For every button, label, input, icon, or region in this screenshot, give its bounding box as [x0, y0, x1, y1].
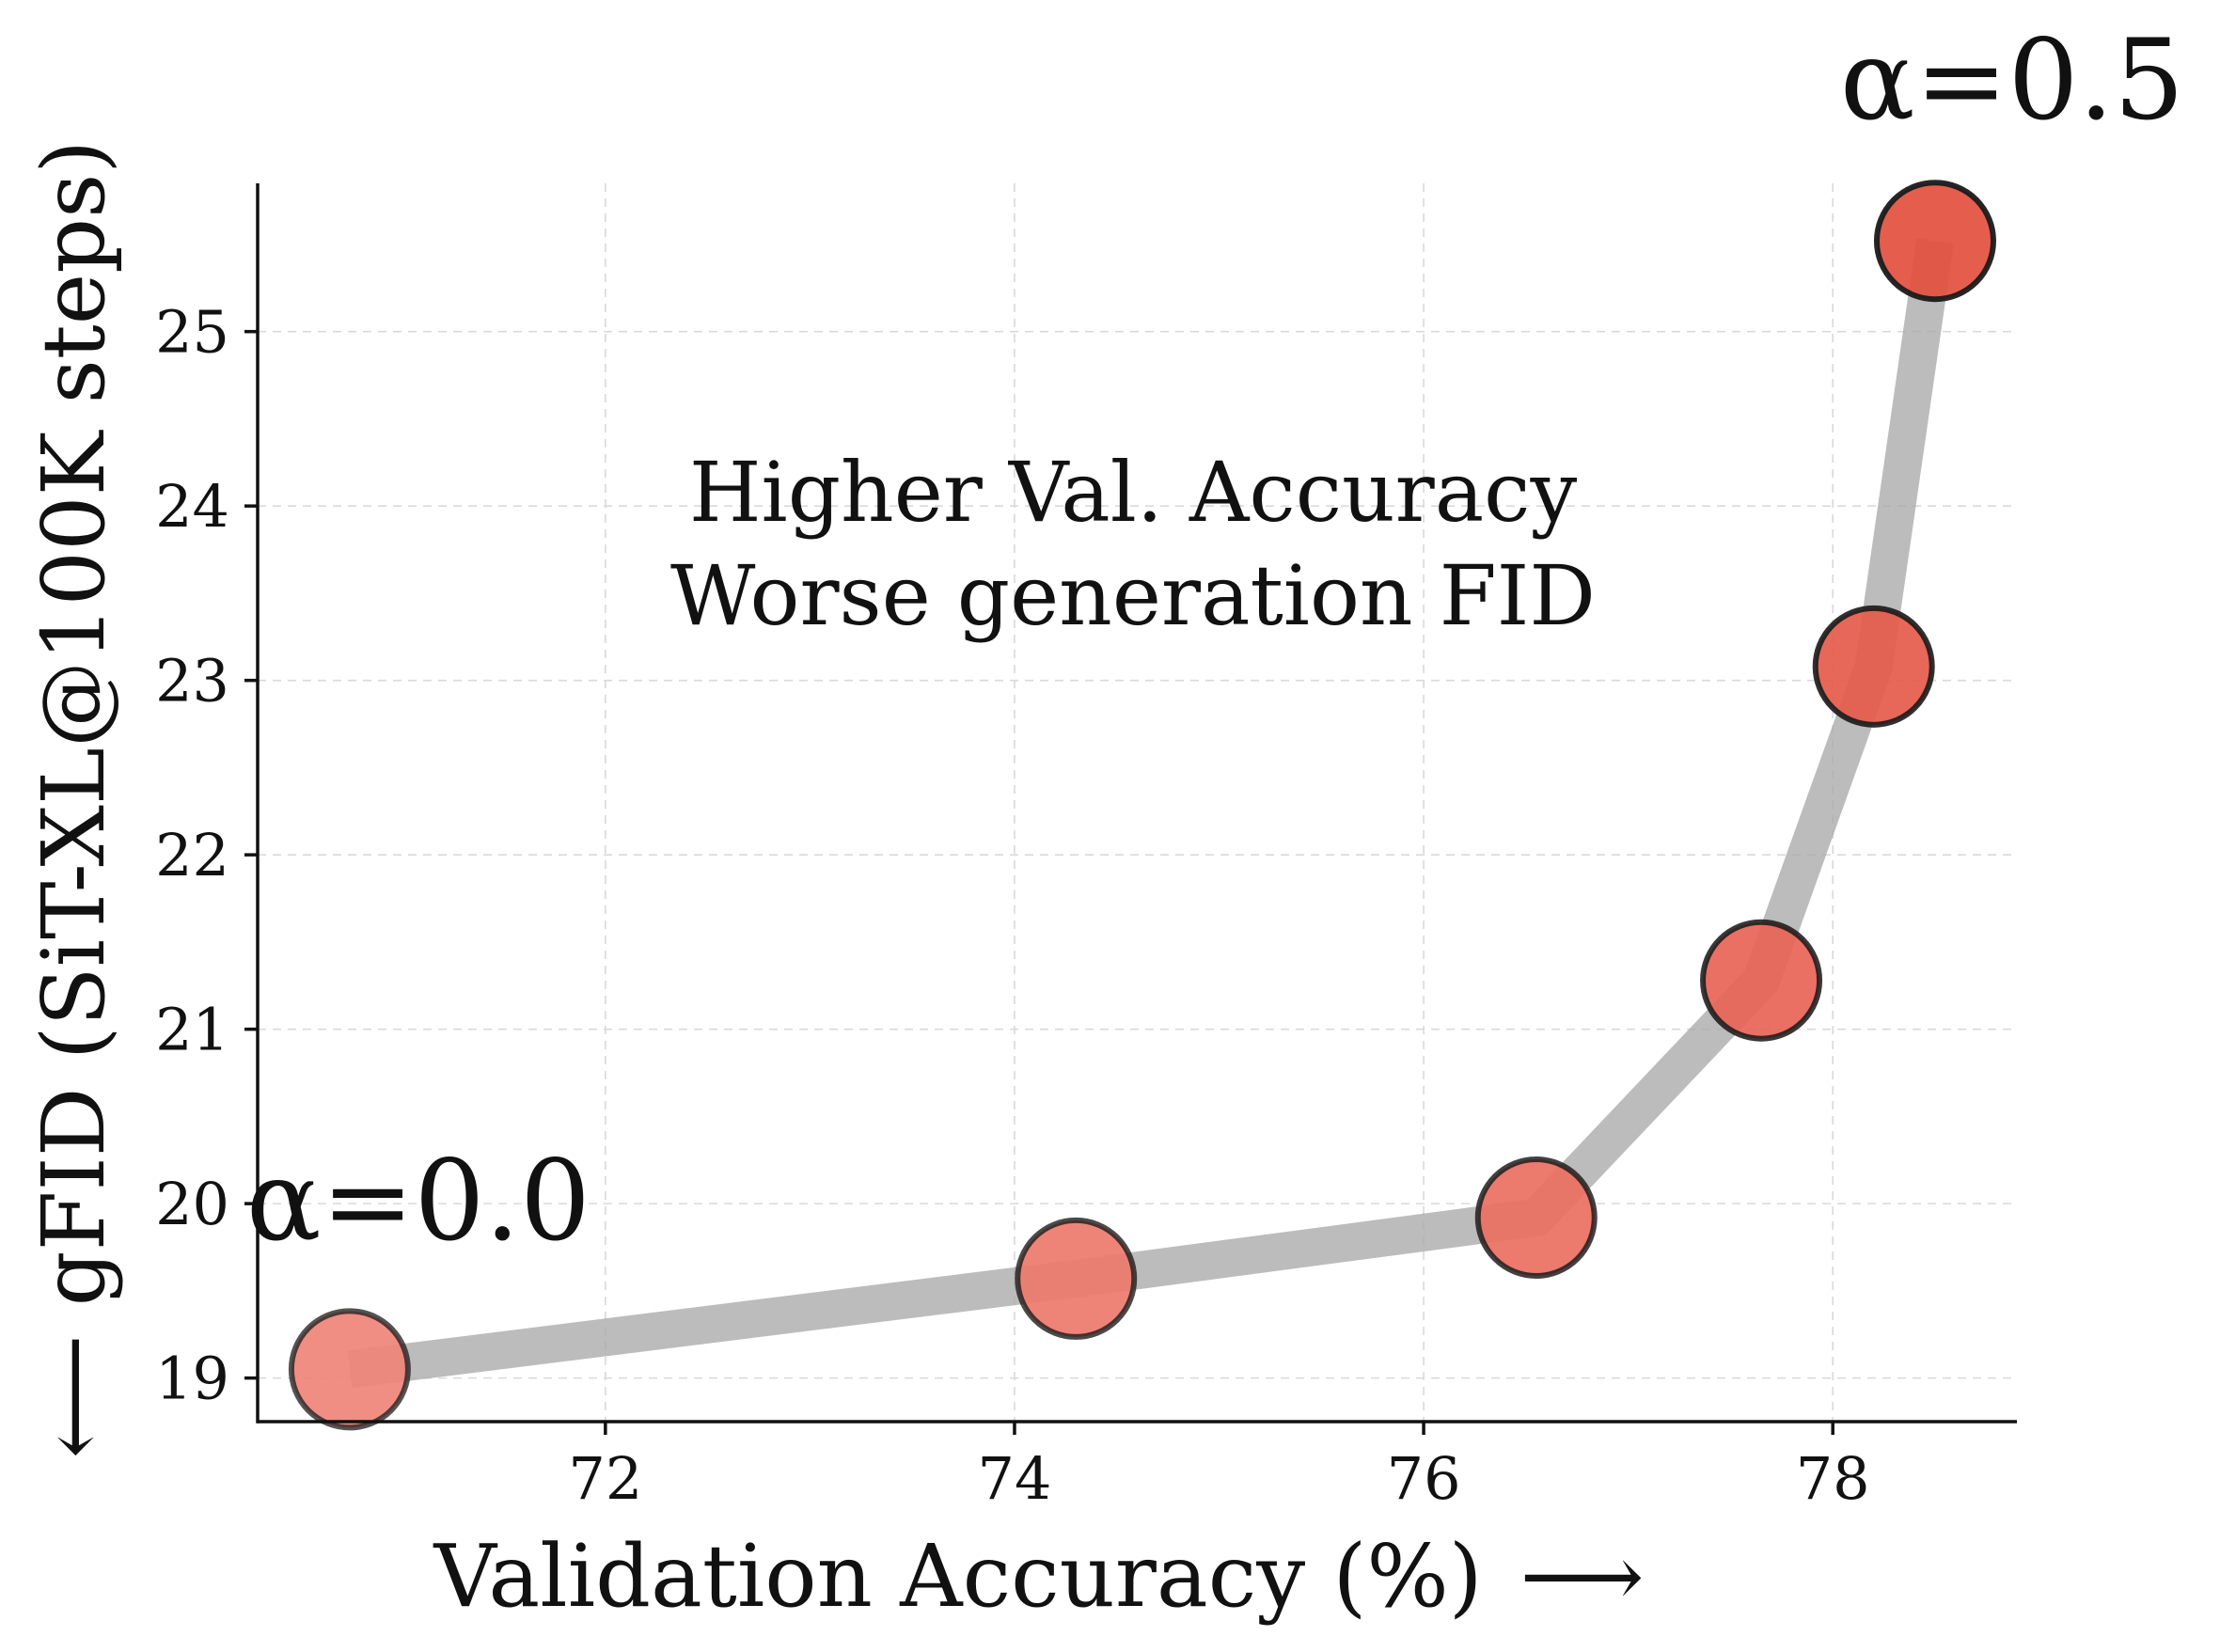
- y-tick-label-3: 22: [155, 821, 229, 889]
- data-point-3: [1700, 919, 1823, 1042]
- x-tick-label-1: 74: [978, 1444, 1052, 1513]
- annotation-line-2: Worse generation FID: [670, 547, 1596, 644]
- alpha-start-label: α=0.0: [246, 1136, 590, 1266]
- series-line: [347, 238, 1954, 1389]
- data-point-2: [1474, 1156, 1598, 1279]
- y-tick-label-5: 24: [155, 472, 229, 541]
- data-point-0: [288, 1308, 411, 1431]
- marker-layer: [288, 180, 1996, 1431]
- y-tick-label-4: 23: [155, 647, 229, 716]
- y-axis-label: ⟵ gFID (SiT-XL@100K steps): [24, 140, 124, 1458]
- x-axis-label-text: Validation Accuracy (%): [433, 1526, 1482, 1627]
- line-layer: [347, 238, 1954, 1389]
- x-tick-label-2: 76: [1387, 1444, 1461, 1513]
- alpha-end-label: α=0.5: [1840, 15, 2184, 145]
- data-point-5: [1873, 180, 1996, 303]
- y-tick-label-0: 19: [155, 1345, 229, 1413]
- x-axis-arrow: ⟶: [1520, 1526, 1645, 1627]
- y-axis-label-text: gFID (SiT-XL@100K steps): [24, 140, 124, 1307]
- data-point-4: [1812, 605, 1935, 728]
- axis-layer: 72 74 76 78 19 20 21 22 23 24 25: [155, 183, 2017, 1513]
- data-point-1: [1015, 1217, 1138, 1340]
- annotation-line-1: Higher Val. Accuracy: [689, 444, 1578, 541]
- x-axis-label: Validation Accuracy (%) ⟶: [433, 1526, 1644, 1627]
- y-tick-label-1: 20: [155, 1170, 229, 1238]
- y-axis-arrow: ⟵: [24, 1334, 124, 1458]
- y-tick-label-6: 25: [155, 298, 229, 367]
- y-tick-label-2: 21: [155, 996, 229, 1064]
- x-tick-label-0: 72: [568, 1444, 642, 1513]
- x-tick-label-3: 78: [1796, 1444, 1870, 1513]
